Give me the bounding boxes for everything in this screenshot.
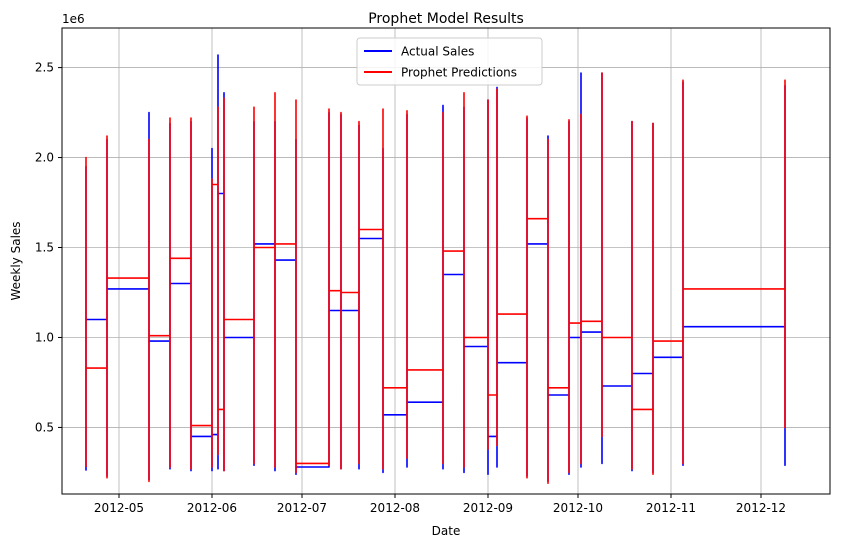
y-tick-label: 0.5 — [35, 420, 54, 434]
y-offset-label: 1e6 — [62, 12, 85, 26]
x-tick-label: 2012-10 — [553, 501, 603, 515]
legend-label-predictions: Prophet Predictions — [401, 66, 517, 80]
plot-frame — [61, 27, 831, 495]
x-tick-label: 2012-08 — [370, 501, 420, 515]
y-tick-label: 2.0 — [35, 151, 54, 165]
x-tick-label: 2012-06 — [187, 501, 237, 515]
chart-title: Prophet Model Results — [368, 11, 524, 27]
legend: Actual Sales Prophet Predictions — [356, 37, 543, 86]
ticks: 2012-05 2012-06 2012-07 2012-08 2012-09 2012-… — [35, 61, 786, 515]
y-tick-label: 1.5 — [35, 241, 54, 255]
x-tick-label: 2012-05 — [94, 501, 144, 515]
plot-area — [62, 28, 830, 494]
y-axis-label: Weekly Sales — [9, 221, 23, 300]
x-tick-label: 2012-07 — [277, 501, 327, 515]
y-tick-label: 2.5 — [35, 61, 54, 75]
legend-box — [356, 37, 543, 86]
y-tick-label: 1.0 — [35, 330, 54, 344]
series-line-prophet-predictions — [85, 72, 786, 484]
x-tick-label: 2012-11 — [646, 501, 696, 515]
x-tick-label: 2012-09 — [463, 501, 513, 515]
series-group — [85, 54, 786, 484]
legend-label-actual: Actual Sales — [401, 45, 474, 59]
x-axis-label: Date — [432, 524, 461, 538]
x-tick-label: 2012-12 — [736, 501, 786, 515]
